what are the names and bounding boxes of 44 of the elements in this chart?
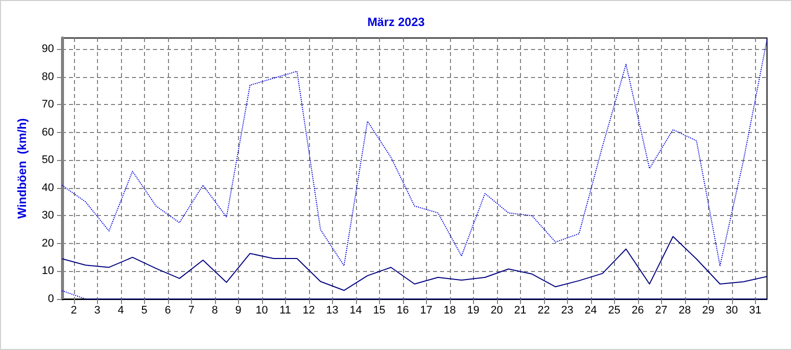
chart-title: März 2023 [367, 15, 426, 29]
x-tick-label: 16 [396, 304, 409, 316]
y-tick-label: 30 [42, 210, 54, 222]
x-tick-label: 8 [212, 304, 218, 316]
x-tick-label: 30 [726, 304, 738, 316]
x-tick-label: 5 [141, 304, 148, 316]
y-tick-label: 40 [42, 182, 54, 194]
line-series [62, 236, 768, 291]
x-tick-label: 15 [373, 304, 386, 316]
x-tick-label: 22 [538, 304, 550, 316]
x-tick-label: 21 [514, 304, 526, 316]
y-axis-title: Windböen (km/h) [15, 118, 29, 219]
x-tick-label: 13 [326, 304, 338, 316]
y-tick-label: 20 [42, 237, 54, 250]
x-tick-label: 6 [164, 304, 171, 316]
x-tick-label: 10 [256, 304, 268, 316]
x-tick-label: 25 [608, 304, 620, 316]
x-tick-label: 19 [467, 304, 480, 316]
y-tick-label: 70 [42, 98, 54, 111]
x-tick-label: 9 [235, 304, 242, 316]
x-tick-label: 27 [655, 304, 668, 316]
x-tick-label: 23 [561, 304, 574, 316]
x-tick-label: 2 [70, 304, 77, 316]
y-tick-label: 80 [42, 70, 54, 83]
x-tick-label: 28 [678, 304, 691, 316]
x-tick-label: 31 [749, 304, 762, 316]
x-tick-label: 11 [280, 304, 291, 316]
y-tick-label: 10 [42, 265, 54, 278]
x-tick-label: 29 [702, 304, 714, 316]
x-tick-label: 7 [188, 304, 194, 316]
x-tick-label: 4 [118, 304, 124, 316]
y-tick-label: 0 [48, 293, 54, 305]
x-tick-label: 26 [632, 304, 644, 316]
x-tick-label: 24 [584, 304, 597, 316]
x-tick-label: 12 [302, 304, 315, 316]
x-tick-label: 14 [350, 304, 362, 316]
x-tick-label: 3 [94, 304, 100, 316]
x-tick-label: 18 [444, 304, 456, 316]
line-series [62, 38, 768, 266]
y-tick-label: 60 [42, 126, 54, 138]
x-tick-label: 20 [490, 304, 503, 316]
y-tick-label: 90 [42, 43, 54, 56]
x-tick-label: 17 [420, 304, 432, 316]
y-tick-label: 50 [42, 154, 54, 166]
